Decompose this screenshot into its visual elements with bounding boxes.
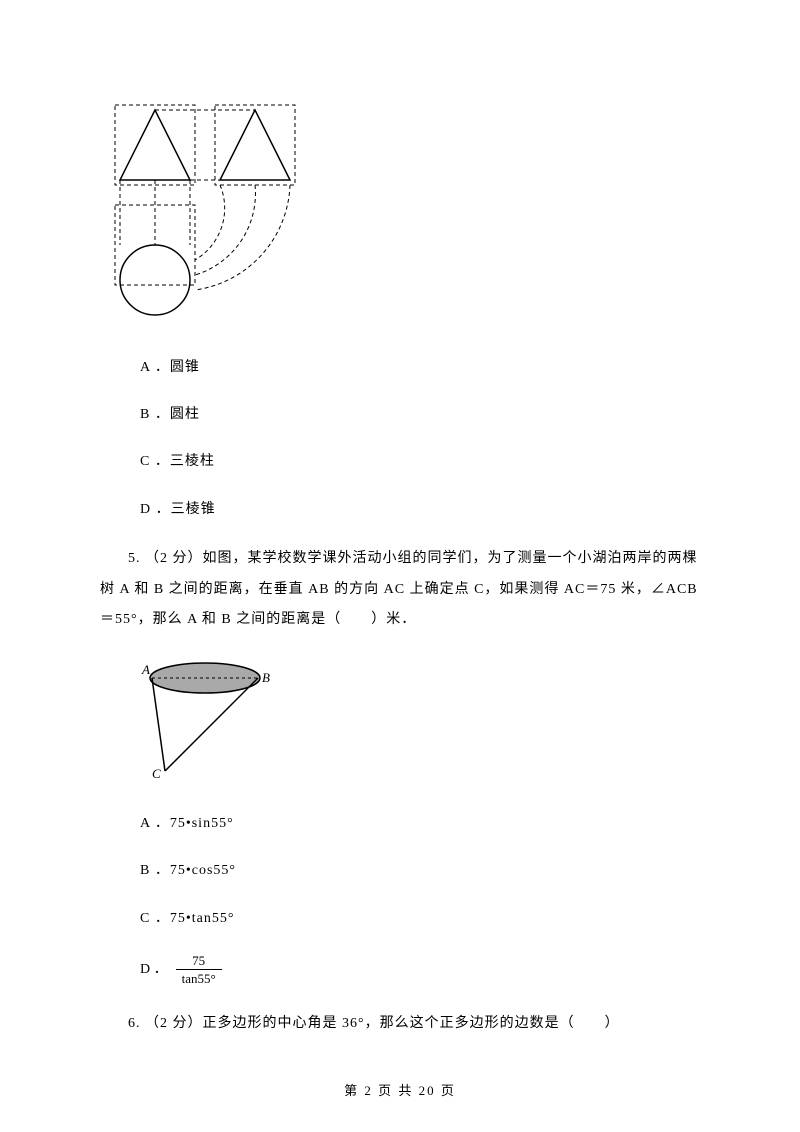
q5-text: 5. （2 分）如图，某学校数学课外活动小组的同学们，为了测量一个小湖泊两岸的两… [100, 544, 700, 636]
q5-option-b: B ．75•cos55° [140, 858, 700, 883]
q4-option-b: B ．圆柱 [140, 402, 700, 427]
fraction-numerator: 75 [186, 953, 211, 970]
page-footer: 第 2 页 共 20 页 [0, 1079, 800, 1102]
svg-text:C: C [152, 766, 161, 781]
fraction-denominator: tan55° [176, 969, 222, 987]
q4-option-a: A ．圆锥 [140, 355, 700, 380]
q4-option-d: D ．三棱锥 [140, 497, 700, 522]
fraction: 75 tan55° [176, 953, 222, 987]
svg-text:A: A [141, 662, 150, 677]
q6-text: 6. （2 分）正多边形的中心角是 36°，那么这个正多边形的边数是（ ） [100, 1009, 700, 1040]
q5-option-c: C ．75•tan55° [140, 906, 700, 931]
svg-text:B: B [262, 670, 270, 685]
q5-option-d: D ． 75 tan55° [140, 953, 700, 987]
q5-option-d-label: D ． [140, 957, 168, 982]
q4-option-c: C ．三棱柱 [140, 449, 700, 474]
figure-q4-views [110, 100, 320, 330]
q5-option-a: A ．75•sin55° [140, 811, 700, 836]
figure-q5-lake: A B C [140, 656, 280, 786]
